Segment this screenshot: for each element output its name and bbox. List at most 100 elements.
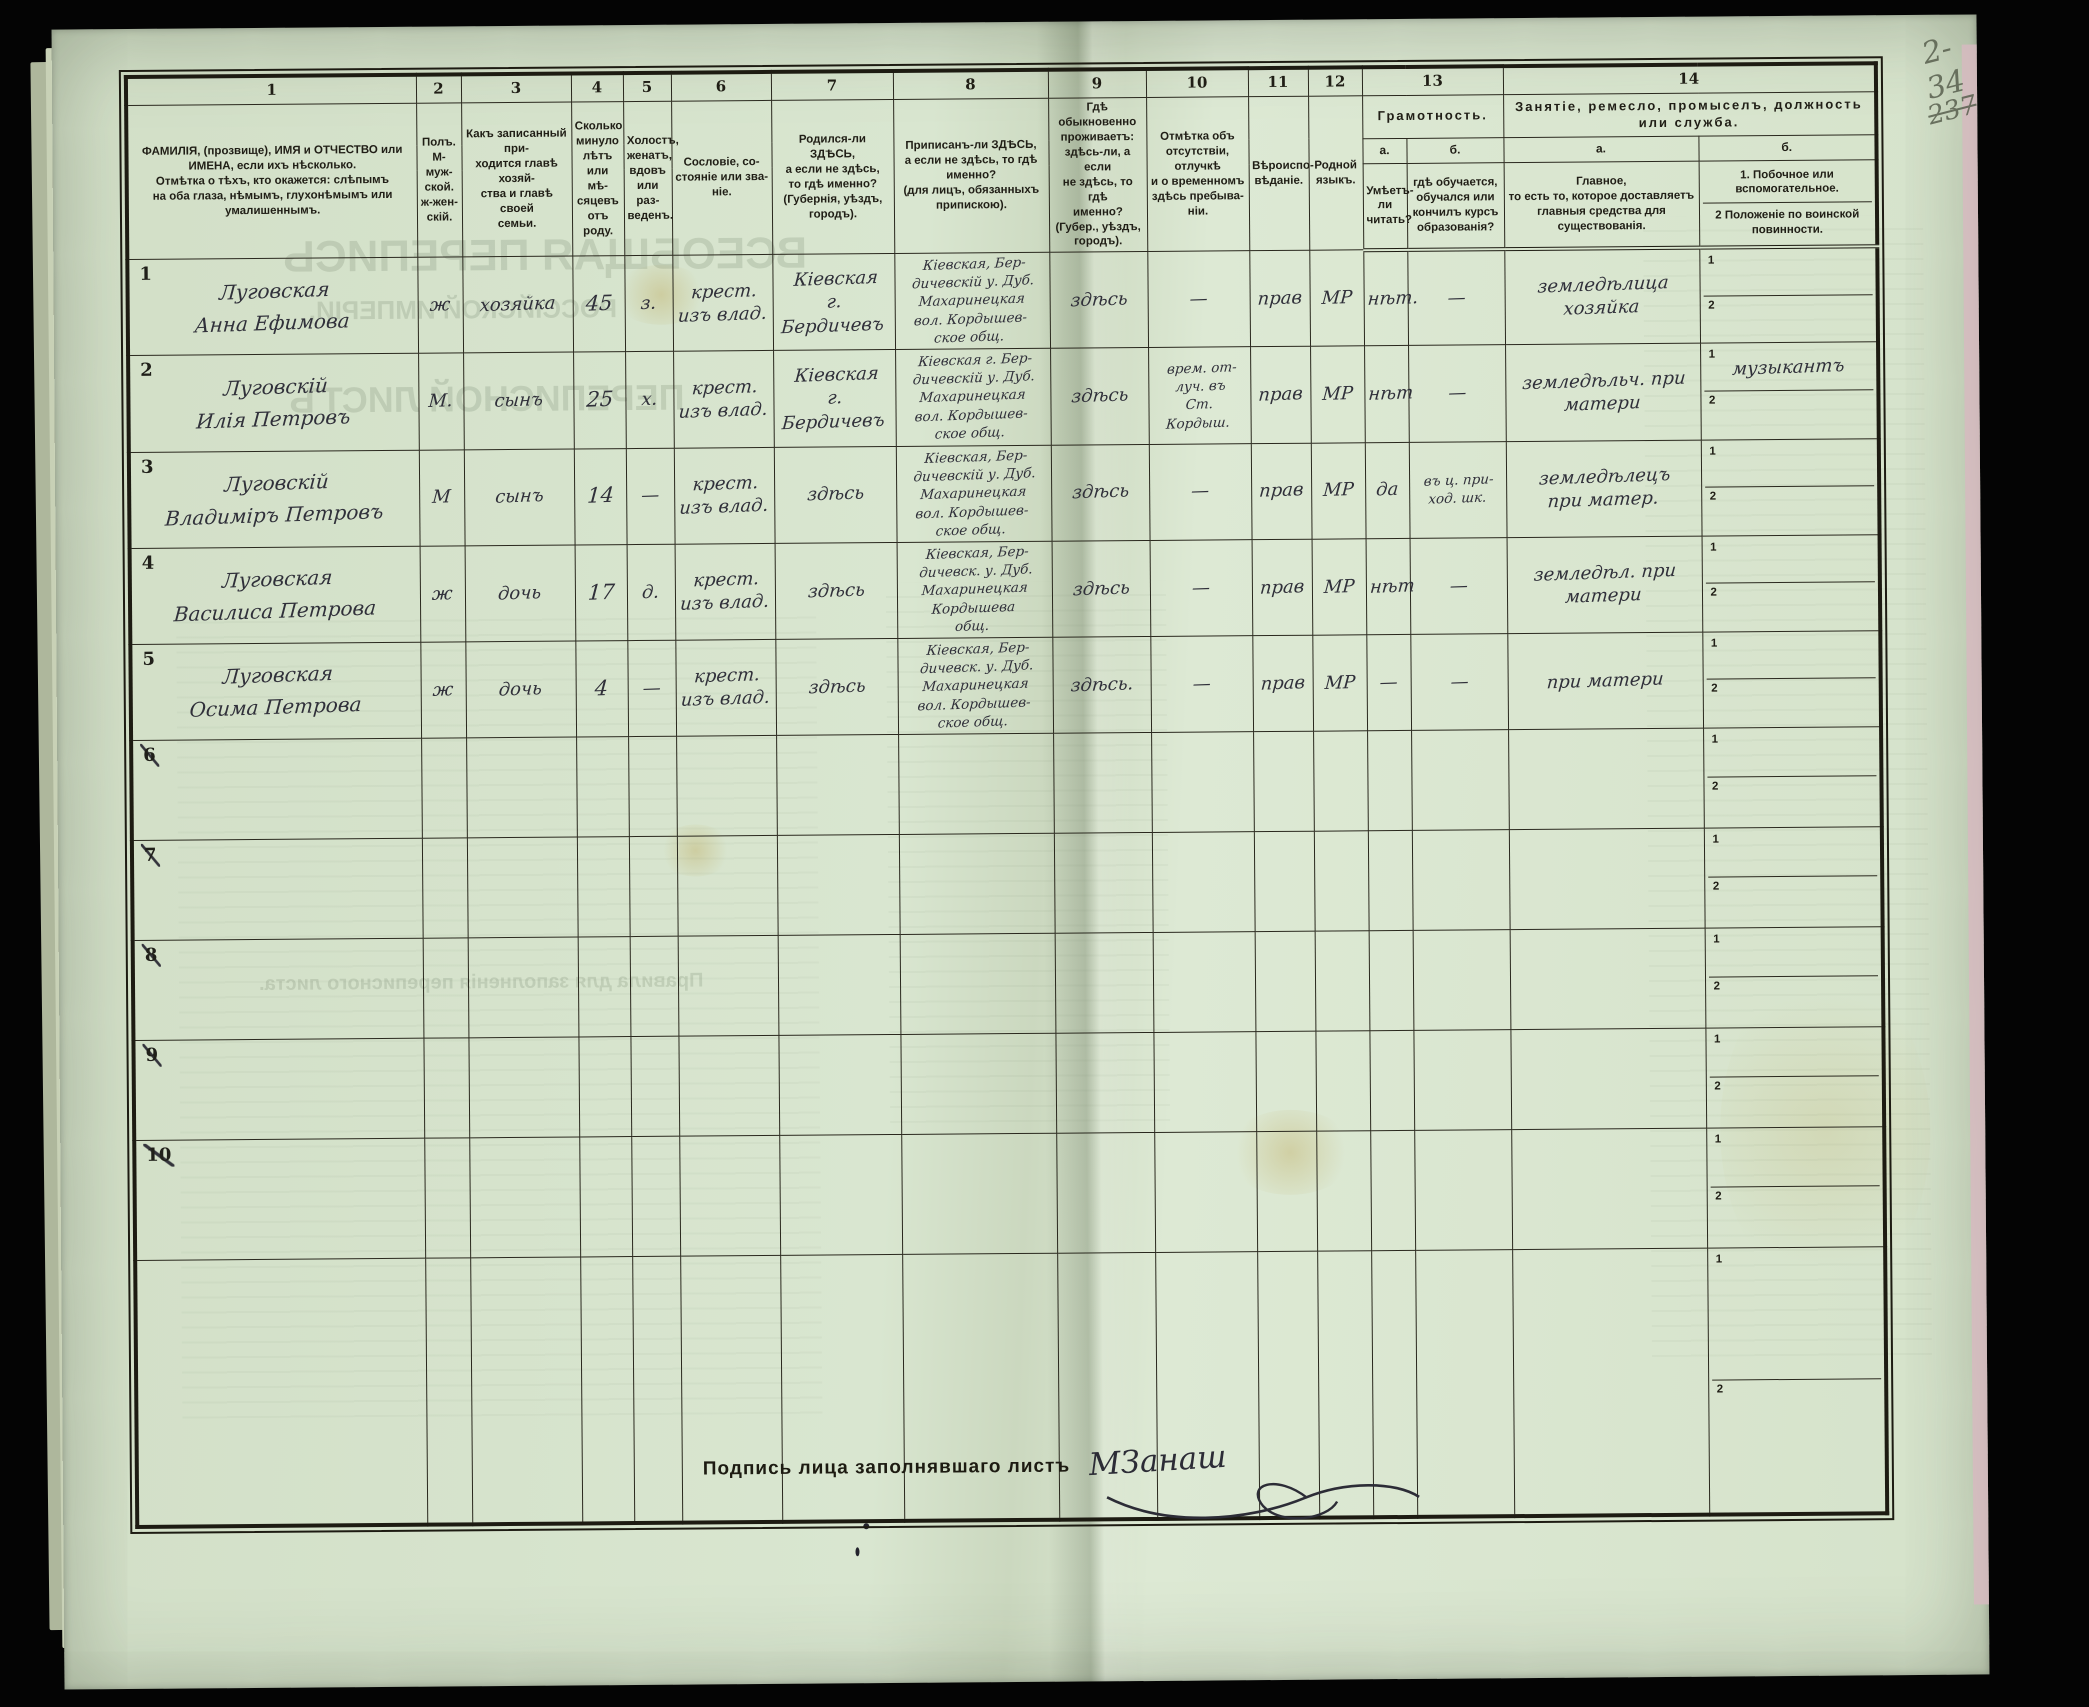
table-row: 1 Луговская Анна Ефимова ж хозяйка 45 з. … [127, 246, 1879, 356]
cell-estate: крест. изъ влад. [678, 567, 770, 616]
subcell-label: 2 [1709, 490, 1717, 503]
census-table-wrap: 1 2 3 4 5 6 7 8 9 10 11 12 13 14 ФАМИЛІЯ… [118, 56, 1895, 1534]
header-military-status: 2 Положеніе по воинской повинности. [1715, 208, 1860, 237]
cell-relation: сынъ [493, 389, 544, 413]
subcell-label: 1 [1715, 1253, 1723, 1266]
cell-religion: прав [1257, 383, 1304, 407]
cell-marital: — [640, 484, 660, 507]
cell-marital: д. [641, 581, 661, 603]
cell-side-occupation: музыкантъ [1731, 355, 1846, 380]
cell-residence: здѣсь [1071, 576, 1131, 600]
cell-absence: — [1188, 288, 1209, 311]
cell-name: Луговскій Владиміръ Петровъ [163, 469, 384, 531]
cell-residence: здѣсь [1070, 480, 1130, 504]
cell-where-studied: — [1448, 574, 1469, 597]
cell-can-read: — [1378, 671, 1399, 694]
subcell-label: 2 [1712, 880, 1720, 893]
row-number: 5 [142, 648, 156, 670]
cell-language: МР [1322, 479, 1355, 502]
cell-occupation: при матери [1546, 667, 1665, 694]
cell-registration: Кіевская г. Бер- дичевскій у. Дуб. Махар… [912, 350, 1036, 444]
cell-marital: х. [640, 388, 659, 411]
header-religion: Вѣроиспо- вѣданіе. [1248, 96, 1314, 252]
subcell-label: 2 [1711, 780, 1719, 793]
cell-language: МР [1322, 575, 1355, 598]
table-row: 7 1 2 [131, 826, 1883, 941]
cell-sex: М [431, 486, 452, 509]
cell-where-studied: — [1446, 287, 1466, 309]
cell-where-studied: въ ц. при- ход. шк. [1422, 471, 1494, 508]
cell-residence: здѣсь [1070, 384, 1129, 408]
cell-relation: дочь [498, 677, 544, 701]
subcell-label: 1 [1713, 933, 1720, 946]
header-marital: Холостъ, женатъ, вдовъ или раз- веденъ. [623, 101, 679, 256]
cell-religion: прав [1258, 479, 1305, 503]
cell-language: МР [1321, 383, 1354, 406]
col-number-11: 11 [1247, 67, 1309, 97]
header-literacy-group: Грамотность. [1362, 94, 1504, 139]
col-number-12: 12 [1307, 67, 1363, 97]
cell-birthplace: здѣсь [805, 482, 865, 506]
cell-relation: сынъ [494, 485, 545, 509]
cell-occupation: земледѣльч. при матери [1521, 367, 1687, 416]
pencil-note: 2-34 237 [1901, 26, 1987, 133]
cell-birthplace: здѣсь [806, 578, 866, 602]
cell-sex: ж [432, 678, 455, 701]
cell-language: МР [1323, 671, 1356, 694]
cell-occupation: земледѣл. при матери [1533, 559, 1678, 608]
header-occupation-a-letter: а. [1503, 135, 1699, 163]
cell-registration: Кіевская, Бер- дичевск. у. Дуб. Махарине… [916, 639, 1034, 732]
cell-birthplace: Кіевская г. Бердичевъ [779, 266, 885, 338]
cell-religion: прав [1259, 671, 1306, 695]
cell-birthplace: Кіевская г. Бердичевъ [780, 362, 885, 434]
col-number-4: 4 [570, 73, 624, 103]
header-estate: Сословіе, со- стояніе или зва- ніе. [671, 100, 773, 256]
cell-marital: з. [640, 292, 658, 315]
cell-relation: дочь [497, 581, 543, 605]
table-row: 4 Луговская Василиса Петрова ж дочь 17 д.… [129, 534, 1881, 645]
subcell-label: 1 [1711, 733, 1719, 746]
table-row: 2 Луговскій Илія Петровъ М. сынъ 25 х. кр… [128, 342, 1879, 453]
table-row-continuation: 1 2 [135, 1246, 1888, 1527]
subcell-label: 1 [1710, 541, 1717, 554]
ink-speck [863, 1523, 870, 1530]
cell-residence: здѣсь. [1069, 672, 1134, 697]
row-number: 2 [140, 360, 153, 382]
cell-can-read: нѣт. [1366, 287, 1419, 310]
cell-name: Луговская Василиса Петрова [172, 565, 377, 627]
cell-estate: крест. изъ влад. [679, 664, 771, 712]
census-table: 1 2 3 4 5 6 7 8 9 10 11 12 13 14 ФАМИЛІЯ… [118, 56, 1895, 1534]
row-number: 6 [140, 743, 159, 768]
header-absence: Отмѣтка объ отсутствіи, отлучкѣ и о врем… [1146, 96, 1250, 252]
cell-age: 4 [594, 675, 610, 701]
cell-sex: М. [428, 390, 454, 413]
cell-name: Луговскій Илія Петровъ [195, 373, 351, 434]
col-number-1: 1 [125, 74, 417, 106]
header-relation: Какъ записанный при- ходится главѣ хозяй… [461, 102, 573, 258]
cell-absence: — [1191, 672, 1212, 695]
cell-absence: — [1190, 480, 1210, 503]
header-can-read: Умѣетъ- ли читать? [1362, 163, 1414, 251]
col-number-6: 6 [670, 71, 772, 102]
paper-page: ВСЕОБЩАЯ ПЕРЕПИСЬ РОССІЙСКОЙ ИМПЕРІИ, ПЕ… [51, 14, 1990, 1690]
subcell-label: 2 [1708, 299, 1715, 312]
table-row: 8 1 2 [132, 926, 1884, 1041]
subcell-label: 1 [1712, 833, 1719, 846]
header-occupation-b-letter: б. [1698, 134, 1877, 162]
cell-registration: Кіевская, Бер- дичевскій у. Дуб. Махарин… [911, 254, 1036, 347]
row-number: 7 [140, 843, 160, 868]
cell-religion: прав [1256, 287, 1303, 310]
subcell-label: 1 [1714, 1133, 1722, 1146]
subcell-label: 1 [1709, 445, 1716, 458]
header-registration: Приписанъ-ли ЗДѢСЬ, а если не здѣсь, то … [893, 98, 1050, 254]
cell-name: Луговская Анна Ефимова [193, 276, 351, 338]
header-side-occupation: 1. Побочное или вспомогательное. 2 Полож… [1698, 159, 1878, 248]
table-row: 5 Луговская Осима Петрова ж дочь 4 — крес… [130, 630, 1882, 741]
col-number-7: 7 [770, 70, 894, 101]
cell-religion: прав [1259, 575, 1305, 599]
cell-registration: Кіевская, Бер- дичевск. у. Дуб. Махарине… [918, 543, 1033, 635]
col-number-5: 5 [622, 72, 672, 102]
col-number-14: 14 [1502, 63, 1877, 95]
cell-age: 25 [585, 387, 614, 413]
